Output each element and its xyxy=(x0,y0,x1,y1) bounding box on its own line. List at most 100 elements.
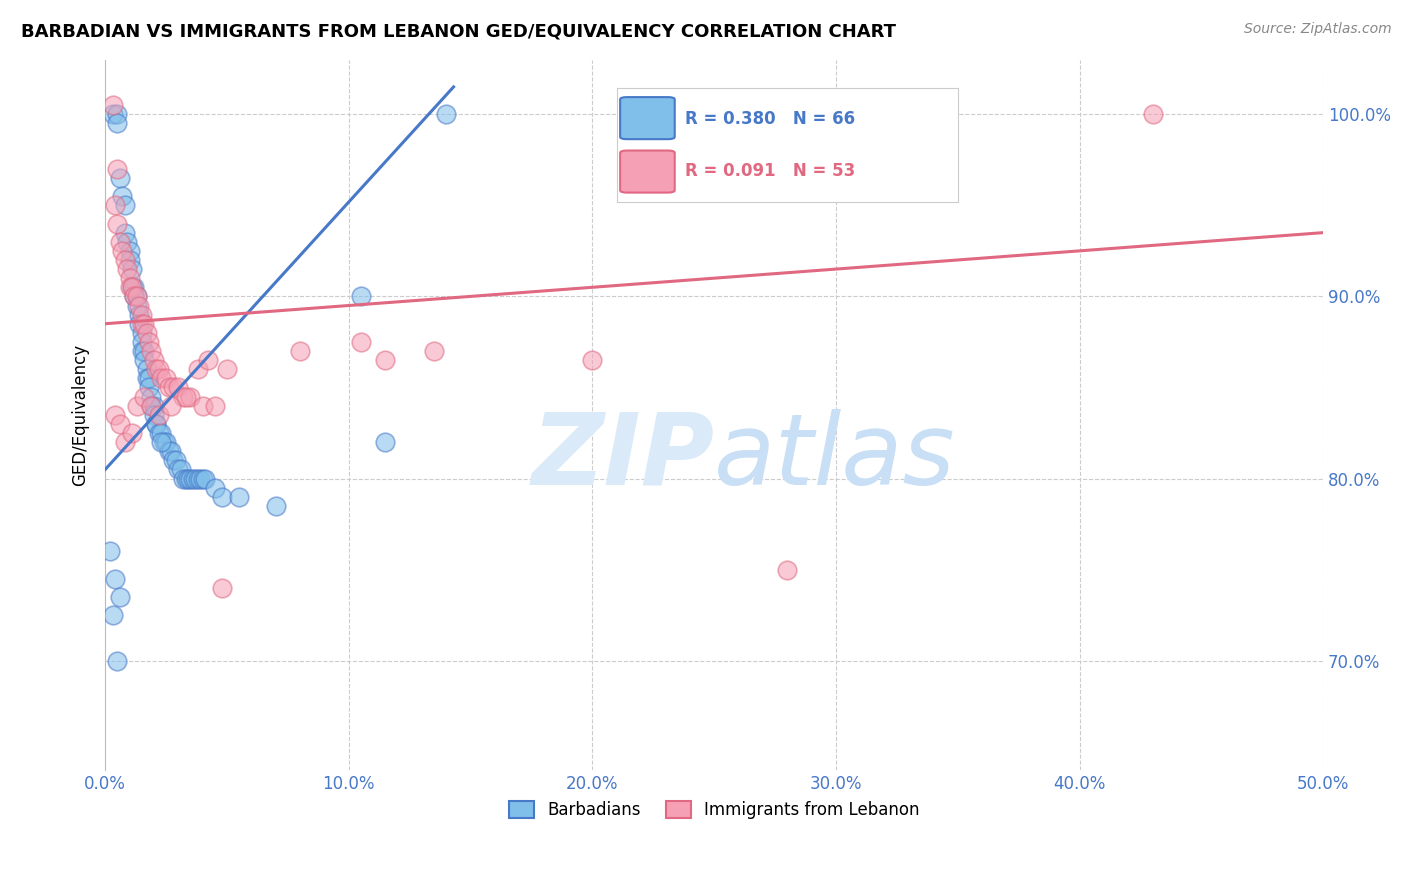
Point xyxy=(104,572,127,586)
Point xyxy=(121,280,143,294)
Text: BARBADIAN VS IMMIGRANTS FROM LEBANON GED/EQUIVALENCY CORRELATION CHART: BARBADIAN VS IMMIGRANTS FROM LEBANON GED… xyxy=(21,22,896,40)
Point xyxy=(105,116,128,130)
Point xyxy=(134,344,156,359)
Point xyxy=(162,453,184,467)
Text: atlas: atlas xyxy=(714,409,956,506)
Point xyxy=(125,399,148,413)
Point xyxy=(350,289,373,303)
Point xyxy=(118,252,141,267)
Point xyxy=(142,353,165,368)
Point xyxy=(121,425,143,440)
Point xyxy=(148,362,170,376)
Point xyxy=(108,235,131,249)
Point xyxy=(135,371,157,385)
Point xyxy=(114,198,136,212)
Point xyxy=(131,317,153,331)
Point xyxy=(581,353,603,368)
Point xyxy=(121,262,143,277)
Point xyxy=(167,380,190,394)
Point xyxy=(141,399,163,413)
Point xyxy=(776,563,799,577)
Point xyxy=(128,308,150,322)
Point xyxy=(434,107,457,121)
Point xyxy=(101,107,124,121)
Point xyxy=(115,235,138,249)
Point xyxy=(118,244,141,258)
Point xyxy=(142,408,165,422)
Point xyxy=(150,425,173,440)
Point xyxy=(105,107,128,121)
Point xyxy=(187,471,209,485)
Y-axis label: GED/Equivalency: GED/Equivalency xyxy=(72,343,89,486)
Point xyxy=(155,371,177,385)
Point xyxy=(98,544,121,558)
Point xyxy=(174,390,197,404)
Point xyxy=(128,317,150,331)
Point xyxy=(138,371,160,385)
Point xyxy=(374,435,396,450)
Point xyxy=(187,362,209,376)
Point xyxy=(179,471,201,485)
Point xyxy=(172,471,194,485)
Text: ZIP: ZIP xyxy=(531,409,714,506)
Point xyxy=(145,417,167,431)
Point xyxy=(135,362,157,376)
Point xyxy=(374,353,396,368)
Point xyxy=(138,380,160,394)
Point xyxy=(174,471,197,485)
Point xyxy=(1142,107,1164,121)
Point xyxy=(125,289,148,303)
Point xyxy=(157,444,180,458)
Point xyxy=(125,289,148,303)
Point xyxy=(170,462,193,476)
Point xyxy=(172,390,194,404)
Point xyxy=(179,390,201,404)
Point xyxy=(131,334,153,349)
Point xyxy=(204,481,226,495)
Point xyxy=(108,417,131,431)
Point xyxy=(131,308,153,322)
Point xyxy=(194,471,217,485)
Point xyxy=(288,344,311,359)
Point xyxy=(111,189,134,203)
Point xyxy=(105,217,128,231)
Point xyxy=(188,471,211,485)
Point xyxy=(155,435,177,450)
Point xyxy=(134,317,156,331)
Point xyxy=(114,252,136,267)
Point xyxy=(118,271,141,285)
Point xyxy=(128,298,150,312)
Point xyxy=(150,371,173,385)
Point xyxy=(124,289,146,303)
Point xyxy=(167,462,190,476)
Point xyxy=(150,435,173,450)
Point xyxy=(145,417,167,431)
Point xyxy=(160,399,183,413)
Point xyxy=(228,490,250,504)
Point xyxy=(181,471,204,485)
Point xyxy=(135,326,157,340)
Point xyxy=(148,425,170,440)
Point xyxy=(121,280,143,294)
Point xyxy=(152,435,174,450)
Point xyxy=(134,390,156,404)
Point xyxy=(108,590,131,604)
Point xyxy=(115,262,138,277)
Point xyxy=(104,408,127,422)
Point xyxy=(264,499,287,513)
Point xyxy=(125,298,148,312)
Point xyxy=(162,380,184,394)
Point xyxy=(148,408,170,422)
Point xyxy=(215,362,238,376)
Point xyxy=(145,362,167,376)
Point xyxy=(141,390,163,404)
Point xyxy=(104,198,127,212)
Point xyxy=(101,608,124,623)
Point xyxy=(124,280,146,294)
Point xyxy=(134,353,156,368)
Point xyxy=(138,334,160,349)
Point xyxy=(124,289,146,303)
Point xyxy=(141,399,163,413)
Point xyxy=(191,471,214,485)
Point xyxy=(141,344,163,359)
